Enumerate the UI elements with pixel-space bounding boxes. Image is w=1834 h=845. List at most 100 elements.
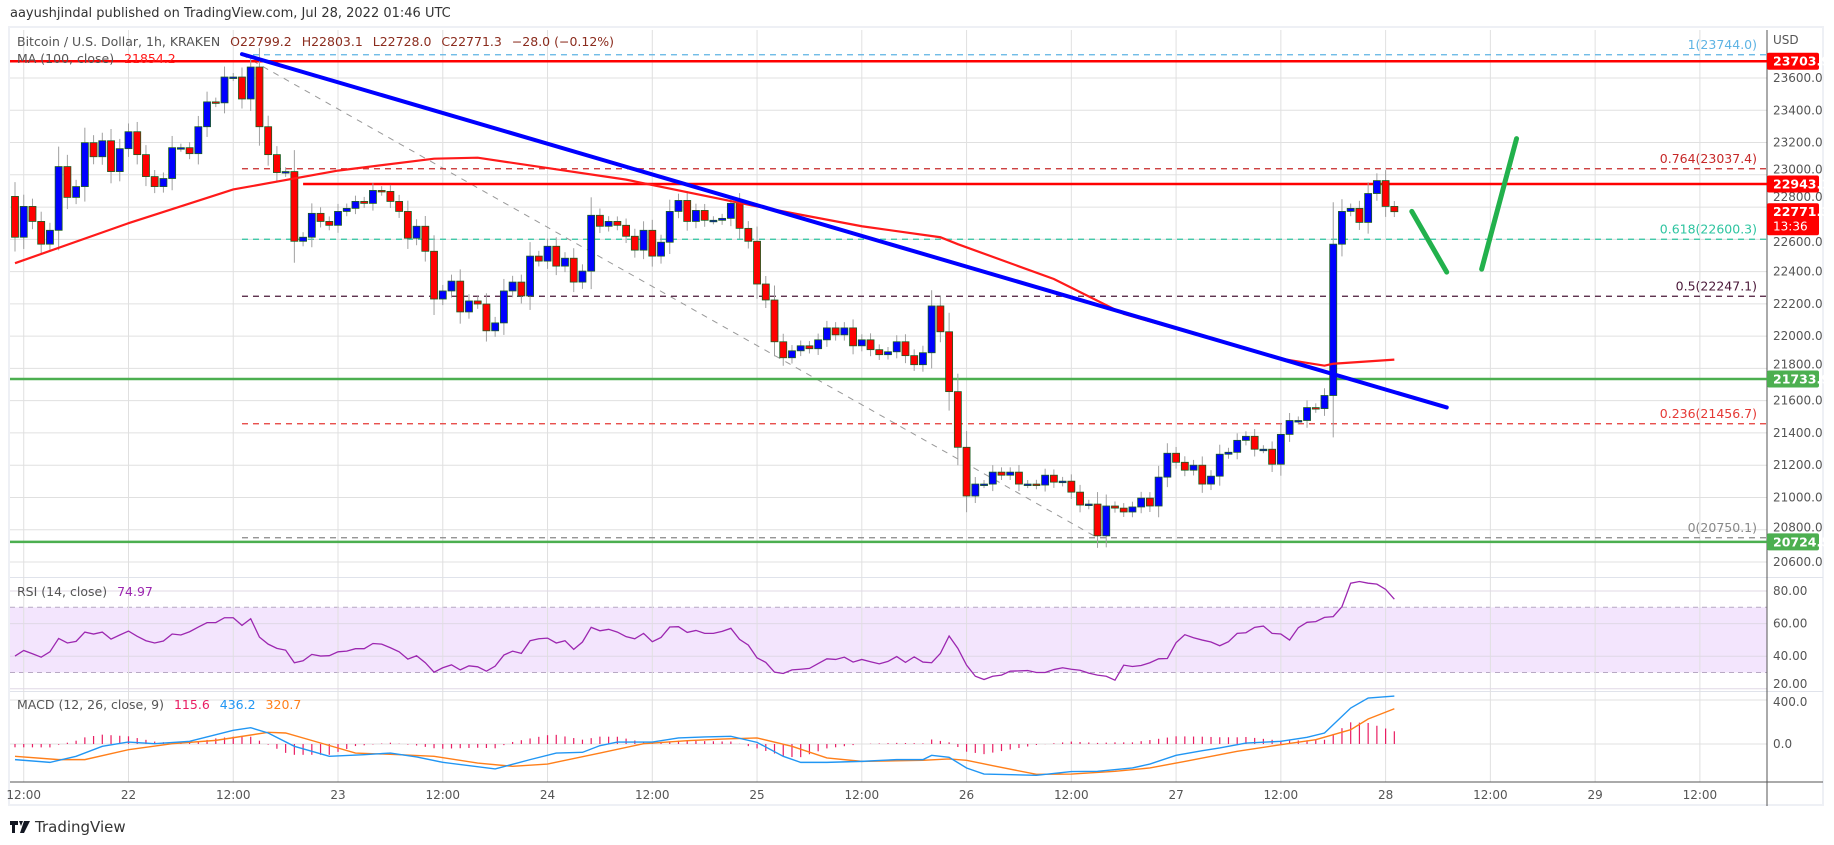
bearish-candle[interactable] — [456, 280, 465, 313]
bearish-candle[interactable] — [910, 355, 919, 366]
tradingview-logo[interactable]: TradingView — [10, 818, 126, 836]
bearish-candle[interactable] — [849, 327, 857, 347]
bearish-candle[interactable] — [403, 211, 412, 239]
bullish-candle[interactable] — [1276, 433, 1285, 465]
bearish-candle[interactable] — [1119, 507, 1128, 513]
bearish-candle[interactable] — [569, 257, 578, 283]
bearish-candle[interactable] — [37, 221, 46, 245]
bullish-candle[interactable] — [229, 76, 238, 79]
bearish-candle[interactable] — [395, 201, 404, 212]
bearish-candle[interactable] — [622, 224, 630, 237]
bullish-candle[interactable] — [1163, 452, 1172, 478]
bearish-candle[interactable] — [1146, 497, 1154, 507]
bearish-candle[interactable] — [1111, 505, 1119, 509]
bearish-candle[interactable] — [779, 341, 788, 359]
bullish-candle[interactable] — [796, 345, 805, 352]
bullish-candle[interactable] — [840, 327, 849, 336]
bullish-candle[interactable] — [176, 147, 185, 150]
bullish-candle[interactable] — [1006, 471, 1015, 476]
bearish-candle[interactable] — [238, 76, 246, 100]
bearish-candle[interactable] — [552, 245, 561, 267]
bearish-candle[interactable] — [744, 227, 753, 242]
bullish-candle[interactable] — [98, 140, 107, 158]
bullish-candle[interactable] — [1329, 243, 1338, 396]
bearish-trendline[interactable] — [239, 52, 1449, 410]
bearish-candle[interactable] — [185, 147, 194, 155]
bullish-candle[interactable] — [587, 214, 596, 272]
bullish-candle[interactable] — [1320, 395, 1329, 409]
bullish-candle[interactable] — [19, 206, 28, 238]
bullish-candle[interactable] — [334, 211, 342, 226]
bearish-candle[interactable] — [430, 250, 438, 300]
bearish-candle[interactable] — [831, 327, 840, 336]
fib-trend-line[interactable] — [241, 54, 1098, 539]
bullish-candle[interactable] — [884, 351, 892, 356]
bearish-candle[interactable] — [1355, 207, 1364, 223]
bullish-candle[interactable] — [1041, 474, 1050, 486]
bearish-candle[interactable] — [1180, 461, 1189, 471]
bearish-candle[interactable] — [255, 66, 264, 128]
bearish-candle[interactable] — [596, 214, 604, 227]
bullish-candle[interactable] — [369, 190, 377, 204]
bullish-candle[interactable] — [115, 148, 124, 172]
bullish-candle[interactable] — [438, 290, 447, 300]
bullish-candle[interactable] — [351, 201, 360, 209]
bearish-candle[interactable] — [272, 154, 281, 173]
bullish-candle[interactable] — [927, 305, 936, 354]
macd-line[interactable] — [14, 695, 1395, 777]
bullish-candle[interactable] — [1154, 476, 1163, 507]
bullish-candle[interactable] — [159, 178, 168, 187]
bullish-candle[interactable] — [1372, 180, 1381, 194]
bullish-candle[interactable] — [203, 101, 211, 128]
bearish-candle[interactable] — [901, 341, 910, 357]
bullish-candle[interactable] — [1338, 211, 1346, 245]
bullish-candle[interactable] — [508, 281, 517, 292]
bullish-candle[interactable] — [1303, 407, 1311, 421]
bullish-candle[interactable] — [604, 221, 613, 227]
bullish-candle[interactable] — [465, 300, 473, 313]
bullish-candle[interactable] — [1207, 475, 1215, 485]
bearish-candle[interactable] — [316, 212, 325, 222]
bearish-candle[interactable] — [866, 339, 875, 351]
bearish-candle[interactable] — [63, 166, 72, 198]
bearish-candle[interactable] — [377, 190, 386, 193]
bearish-candle[interactable] — [211, 101, 220, 104]
bullish-candle[interactable] — [892, 341, 901, 353]
bullish-candle[interactable] — [1058, 480, 1067, 484]
rsi-legend[interactable]: RSI (14, close) 74.97 — [17, 584, 159, 599]
bullish-candle[interactable] — [194, 126, 203, 155]
bullish-candle[interactable] — [1233, 439, 1242, 453]
bullish-candle[interactable] — [526, 255, 534, 297]
bullish-candle[interactable] — [692, 210, 700, 222]
bullish-candle[interactable] — [1102, 505, 1111, 537]
bullish-candle[interactable] — [1259, 448, 1268, 452]
bearish-candle[interactable] — [1015, 471, 1023, 485]
projection-arrow[interactable] — [1479, 136, 1520, 272]
bullish-candle[interactable] — [919, 352, 927, 366]
bearish-candle[interactable] — [962, 446, 971, 497]
pane-separator[interactable] — [10, 691, 1823, 692]
bearish-candle[interactable] — [700, 210, 709, 221]
bullish-candle[interactable] — [657, 241, 665, 257]
bearish-candle[interactable] — [875, 349, 884, 356]
bearish-candle[interactable] — [1390, 206, 1399, 213]
bullish-candle[interactable] — [1084, 503, 1093, 506]
bullish-candle[interactable] — [1137, 497, 1146, 508]
bearish-candle[interactable] — [953, 391, 962, 448]
bearish-candle[interactable] — [1093, 503, 1102, 537]
bullish-candle[interactable] — [124, 131, 133, 150]
bullish-candle[interactable] — [543, 245, 552, 262]
bearish-candle[interactable] — [1172, 452, 1180, 463]
bullish-candle[interactable] — [665, 211, 674, 243]
bullish-candle[interactable] — [54, 166, 63, 231]
bullish-candle[interactable] — [1023, 483, 1032, 486]
bearish-candle[interactable] — [630, 235, 639, 251]
bearish-candle[interactable] — [770, 299, 779, 343]
bearish-candle[interactable] — [142, 154, 150, 177]
bullish-candle[interactable] — [1364, 193, 1373, 223]
bearish-candle[interactable] — [360, 201, 369, 204]
bullish-candle[interactable] — [499, 290, 508, 324]
bullish-candle[interactable] — [80, 142, 89, 187]
bearish-candle[interactable] — [1076, 491, 1084, 506]
bearish-candle[interactable] — [264, 126, 273, 156]
